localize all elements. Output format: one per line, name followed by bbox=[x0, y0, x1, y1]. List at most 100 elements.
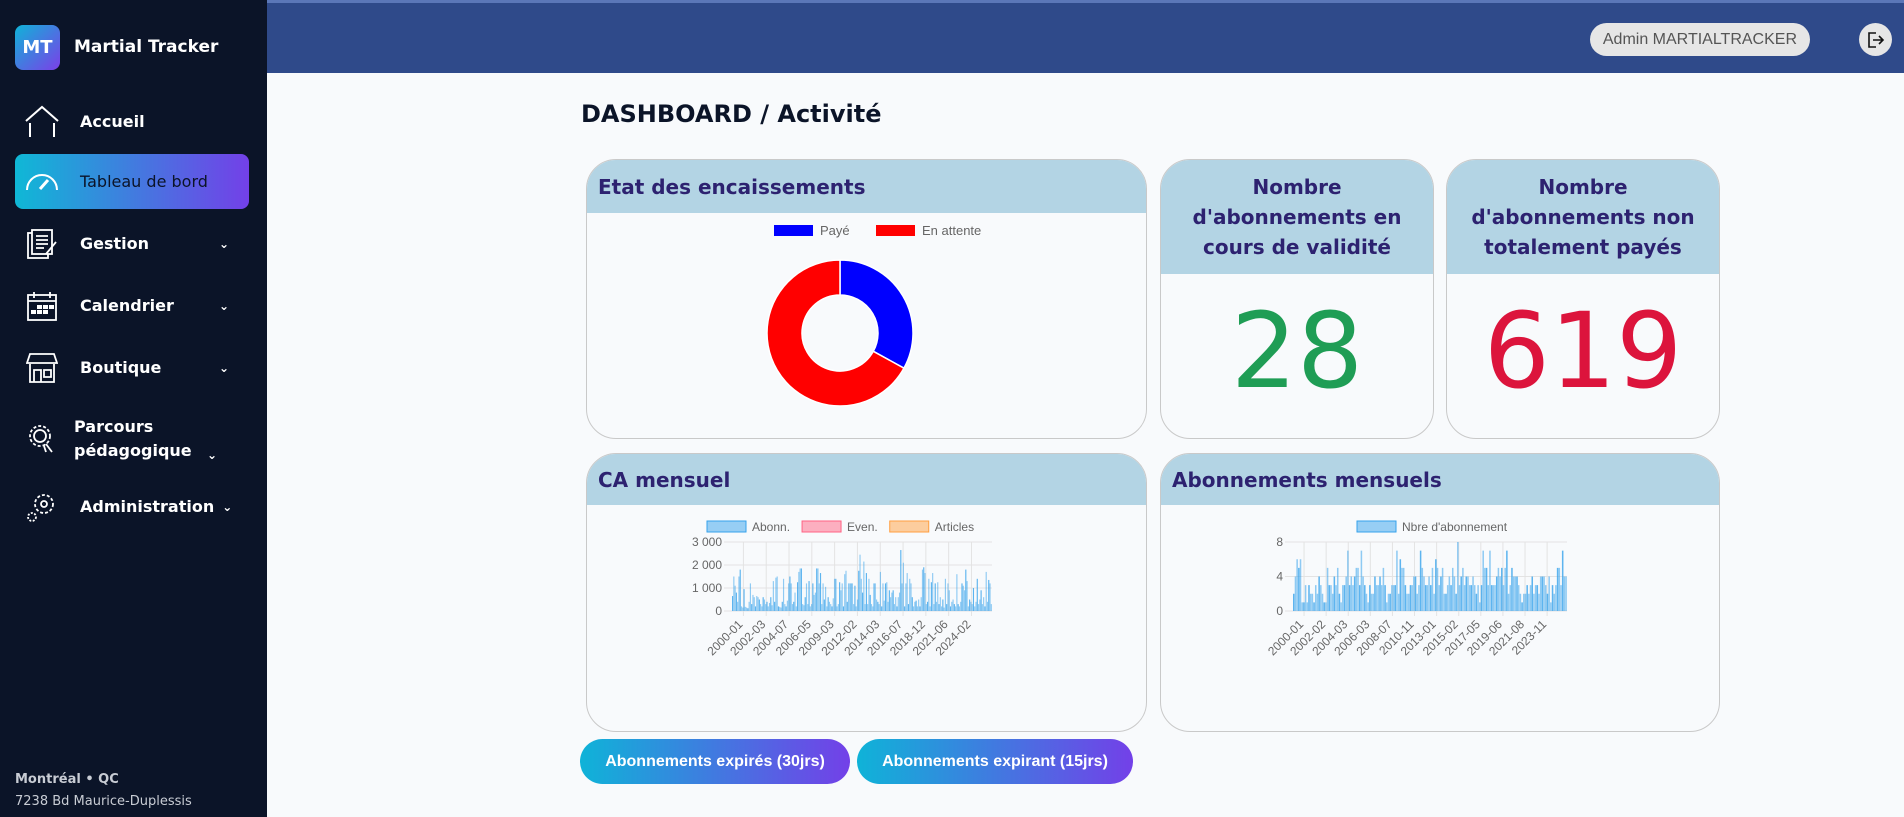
sidebar-item-gestion[interactable]: Gestion ⌄ bbox=[15, 216, 249, 271]
bar bbox=[821, 604, 823, 611]
expiring-subscriptions-button[interactable]: Abonnements expirant (15jrs) bbox=[857, 739, 1133, 784]
bar bbox=[1497, 567, 1500, 611]
bar bbox=[941, 606, 943, 611]
bar bbox=[1440, 576, 1442, 611]
logout-button[interactable] bbox=[1859, 23, 1892, 56]
card-active-subscriptions: Nombre d'abonnements en cours de validit… bbox=[1160, 159, 1434, 439]
bar bbox=[955, 606, 957, 611]
bar bbox=[770, 597, 772, 611]
bar bbox=[1550, 602, 1552, 611]
expired-subscriptions-button[interactable]: Abonnements expirés (30jrs) bbox=[580, 739, 850, 784]
bar bbox=[749, 583, 751, 611]
bar bbox=[1413, 576, 1415, 611]
bar bbox=[986, 601, 989, 611]
bar bbox=[1512, 576, 1515, 611]
legend-label: Even. bbox=[847, 520, 878, 534]
bar bbox=[1433, 593, 1435, 611]
bar bbox=[1333, 576, 1336, 611]
bar bbox=[1458, 585, 1461, 611]
bar bbox=[1384, 585, 1386, 611]
bar bbox=[1463, 585, 1466, 611]
bar bbox=[935, 601, 938, 611]
bar bbox=[743, 589, 745, 611]
bar bbox=[886, 582, 888, 611]
bar bbox=[891, 592, 893, 611]
legend-swatch bbox=[706, 520, 747, 533]
bar bbox=[733, 576, 735, 611]
bar bbox=[962, 585, 964, 611]
bar bbox=[791, 604, 794, 611]
bar bbox=[1430, 585, 1432, 611]
sidebar-item-parcours[interactable]: Parcours pédagogique ⌄ bbox=[15, 410, 249, 468]
user-menu[interactable]: Admin MARTIALTRACKER bbox=[1589, 23, 1810, 56]
bar bbox=[739, 569, 741, 611]
bar bbox=[1543, 576, 1545, 611]
bar bbox=[901, 583, 903, 611]
bar bbox=[1541, 576, 1544, 611]
bar bbox=[849, 583, 851, 611]
bar bbox=[865, 573, 867, 611]
document-edit-icon bbox=[24, 226, 60, 262]
bar bbox=[1387, 593, 1390, 611]
bar bbox=[958, 606, 961, 611]
card-ca-mensuel: CA mensuel Abonn. Even. Articles 0 1 000 2 00… bbox=[586, 453, 1147, 732]
bar bbox=[981, 604, 983, 611]
bar bbox=[807, 604, 809, 611]
bar bbox=[1553, 593, 1555, 611]
sidebar-item-label: Accueil bbox=[80, 112, 145, 131]
bar bbox=[740, 606, 743, 611]
bar bbox=[1465, 576, 1468, 611]
sidebar-item-label: Tableau de bord bbox=[80, 172, 208, 191]
bar bbox=[867, 604, 869, 611]
bar bbox=[1523, 593, 1525, 611]
bar bbox=[915, 600, 917, 611]
sidebar-item-boutique[interactable]: Boutique ⌄ bbox=[15, 340, 249, 395]
bar bbox=[942, 599, 944, 611]
bar bbox=[960, 601, 962, 611]
bar bbox=[1326, 567, 1329, 611]
bar bbox=[938, 604, 940, 611]
bar bbox=[984, 606, 986, 611]
sidebar-item-tableau-de-bord[interactable]: Tableau de bord bbox=[15, 154, 249, 209]
bar bbox=[927, 601, 929, 611]
sidebar-item-calendrier[interactable]: Calendrier ⌄ bbox=[15, 278, 249, 333]
bar bbox=[1298, 567, 1300, 611]
bar bbox=[1436, 567, 1439, 611]
bar bbox=[774, 601, 776, 611]
bar bbox=[1504, 567, 1506, 611]
bar bbox=[887, 601, 889, 611]
bar bbox=[862, 592, 864, 611]
bar bbox=[854, 585, 856, 611]
legend-label: Articles bbox=[935, 520, 974, 534]
bar bbox=[1517, 585, 1520, 611]
bar bbox=[1399, 559, 1402, 611]
bar bbox=[1453, 576, 1456, 611]
bar bbox=[1548, 576, 1550, 611]
bar bbox=[902, 562, 904, 611]
bar bbox=[1501, 567, 1503, 611]
sidebar-item-label: Boutique bbox=[80, 358, 162, 377]
bar bbox=[918, 599, 920, 611]
bar bbox=[754, 606, 757, 611]
bar bbox=[1462, 567, 1464, 611]
bar bbox=[1533, 593, 1535, 611]
bar bbox=[953, 604, 955, 611]
bar bbox=[803, 605, 805, 611]
bar bbox=[851, 583, 853, 611]
bar bbox=[1391, 585, 1393, 611]
bar bbox=[1468, 585, 1471, 611]
chevron-down-icon: ⌄ bbox=[222, 499, 233, 514]
bar bbox=[1311, 593, 1314, 611]
bar bbox=[912, 606, 915, 611]
y-tick-label: 3 000 bbox=[692, 535, 722, 549]
bar bbox=[1556, 567, 1559, 611]
bar bbox=[844, 574, 846, 611]
sidebar-item-accueil[interactable]: Accueil bbox=[15, 94, 249, 149]
bar bbox=[906, 573, 908, 611]
bar bbox=[1330, 585, 1332, 611]
payment-status-donut-chart: Payé En attente bbox=[766, 223, 981, 407]
sidebar-item-administration[interactable]: Administration ⌄ bbox=[15, 479, 249, 534]
bar bbox=[735, 592, 737, 611]
legend-swatch bbox=[774, 225, 813, 236]
bar bbox=[923, 567, 925, 611]
